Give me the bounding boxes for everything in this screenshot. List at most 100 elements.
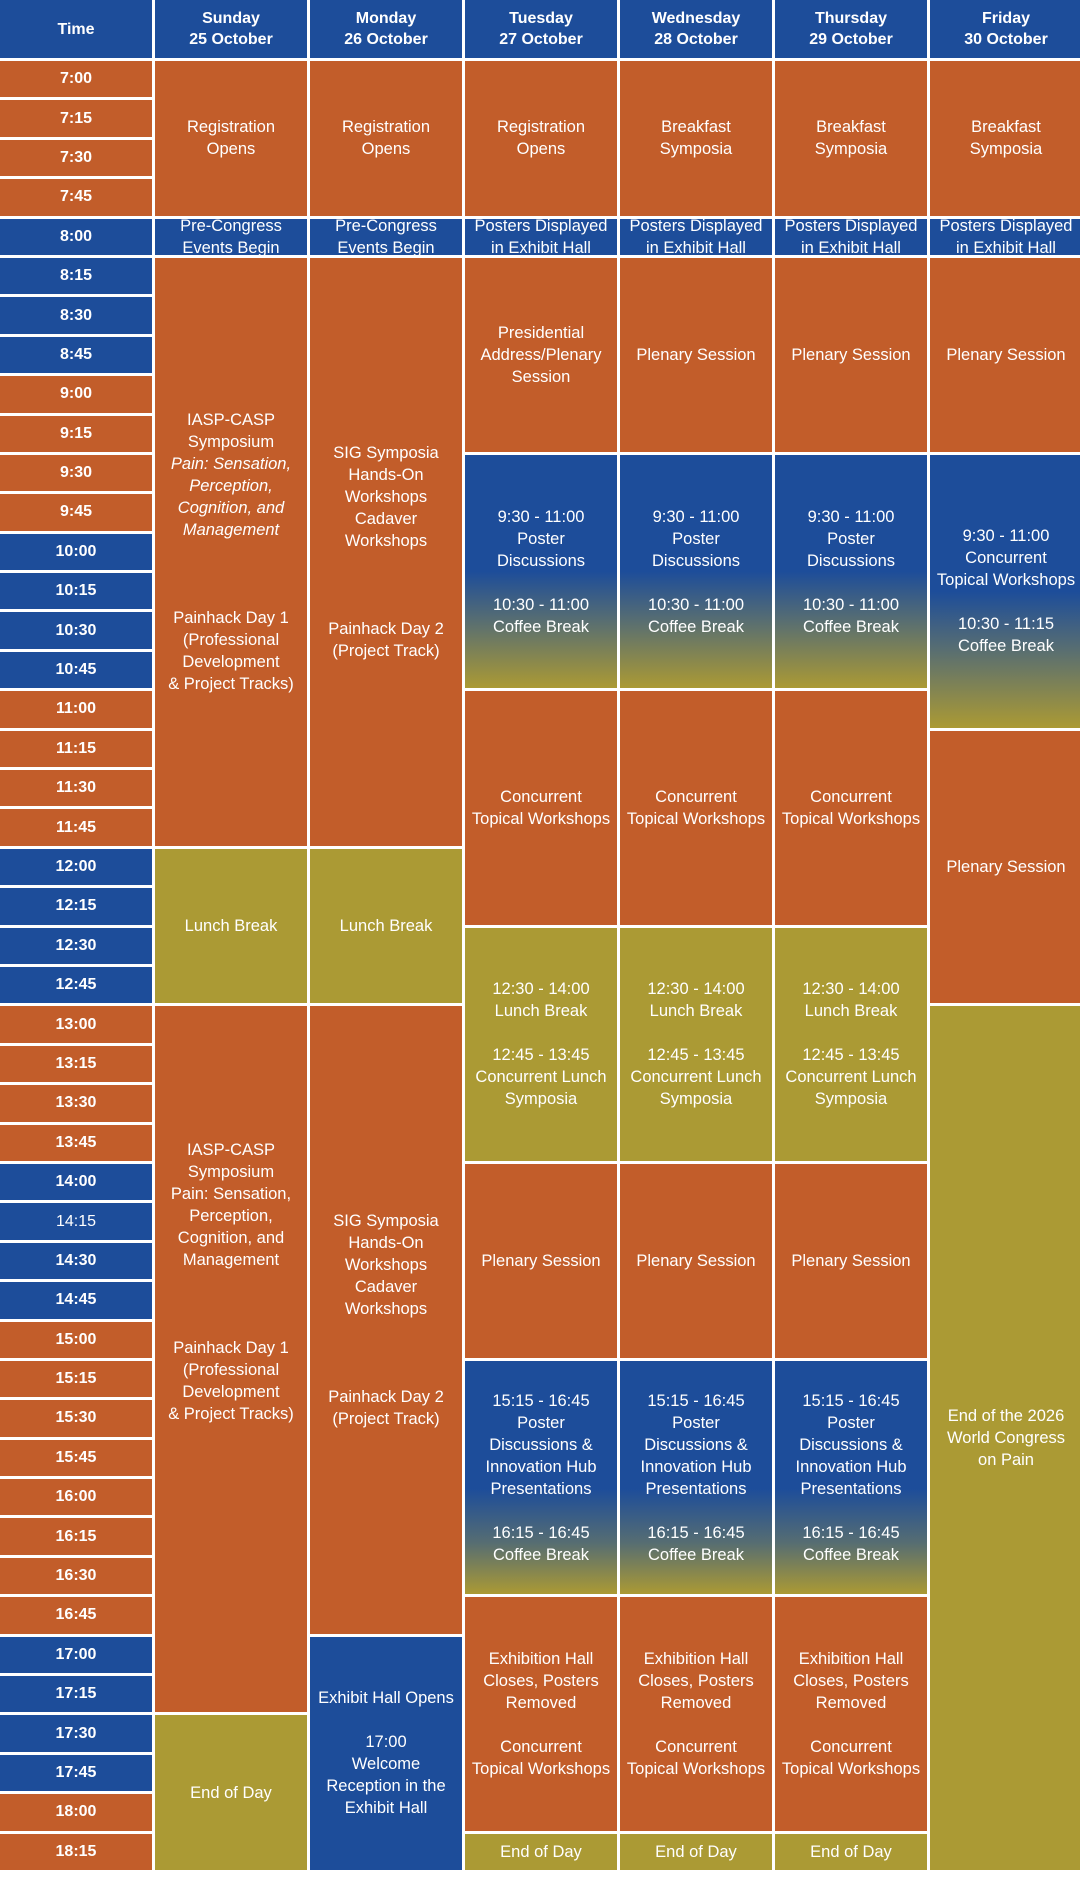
day-header-monday: Monday 26 October [310,0,462,58]
time-slot: 16:15 [0,1518,152,1555]
event-posters-displayed: Posters Displayed in Exhibit Hall [465,217,617,257]
event-lunch-break: 12:30 - 14:00 Lunch Break 12:45 - 13:45 … [775,927,927,1161]
coffee-break-label: 10:30 - 11:00 Coffee Break [802,595,900,636]
day-name: Friday [981,10,1030,27]
time-slot: 9:30 [0,454,152,492]
painhack-label: Painhack Day 2 (Project Track) [328,1388,444,1428]
event-plenary-session: Plenary Session [465,1163,617,1358]
event-breakfast-symposia: Breakfast Symposia [930,61,1080,216]
event-posters-displayed: Posters Displayed in Exhibit Hall [620,217,772,257]
time-slot: 7:15 [0,100,152,137]
event-lunch-break: Lunch Break [155,848,307,1004]
time-slot: 13:15 [0,1045,152,1083]
event-plenary-session: Plenary Session [775,1163,927,1358]
symposium-subtitle: Pain: Sensation, Perception, Cognition, … [170,454,292,539]
time-slot: 18:00 [0,1794,152,1831]
day-date: 26 October [344,31,428,48]
time-slot: 7:30 [0,139,152,177]
event-concurrent-workshops: Concurrent Topical Workshops [465,691,617,925]
time-slot: 8:30 [0,297,152,334]
time-slot: 13:30 [0,1085,152,1122]
poster-innovation-label: 15:15 - 16:45 Poster Discussions & Innov… [485,1391,597,1498]
event-poster-discussions: 9:30 - 11:00 Poster Discussions 10:30 - … [775,454,927,689]
time-slot: 12:30 [0,927,152,964]
time-slot: 10:00 [0,533,152,571]
exhibition-closes-label: Exhibition Hall Closes, Posters Removed [793,1649,909,1712]
poster-discussions-label: 9:30 - 11:00 Poster Discussions [806,507,896,570]
workshops-label: 9:30 - 11:00 Concurrent Topical Workshop… [936,527,1076,590]
time-slot: 11:00 [0,691,152,728]
sig-label: SIG Symposia Hands-On Workshops Cadaver … [333,443,439,550]
lunch-label: 12:30 - 14:00 Lunch Break [492,980,590,1021]
time-slot: 16:30 [0,1557,152,1595]
time-slot: 13:45 [0,1124,152,1161]
event-registration: Registration Opens [155,61,307,216]
coffee-break-label: 10:30 - 11:15 Coffee Break [957,615,1055,656]
event-plenary-session: Plenary Session [620,257,772,452]
welcome-reception-label: 17:00 Welcome Reception in the Exhibit H… [326,1733,446,1818]
time-slot: 7:45 [0,179,152,216]
event-exhibit-hall-opens: Exhibit Hall Opens 17:00 Welcome Recepti… [310,1636,462,1870]
event-breakfast-symposia: Breakfast Symposia [775,61,927,216]
time-slot: 15:45 [0,1439,152,1477]
time-slot: 8:15 [0,257,152,295]
time-slot: 17:30 [0,1715,152,1752]
time-slot: 8:45 [0,336,152,374]
day-name: Monday [355,10,417,27]
event-presidential-address: Presidential Address/Plenary Session [465,257,617,452]
lunch-symposia-label: 12:45 - 13:45 Concurrent Lunch Symposia [475,1046,607,1109]
day-date: 28 October [654,31,738,48]
time-slot: 7:00 [0,61,152,98]
event-iasp-casp-symposium-am: IASP-CASP Symposium Pain: Sensation, Per… [155,257,307,846]
coffee-break-label: 16:15 - 16:45 Coffee Break [802,1523,900,1564]
coffee-break-label: 10:30 - 11:00 Coffee Break [647,595,745,636]
event-end-of-day: End of Day [775,1833,927,1870]
day-date: 25 October [189,31,273,48]
event-plenary-session: Plenary Session [930,730,1080,1004]
event-plenary-session: Plenary Session [930,257,1080,452]
time-slot: 15:00 [0,1321,152,1358]
time-slot: 12:15 [0,888,152,925]
time-slot: 17:45 [0,1754,152,1792]
exhibition-closes-label: Exhibition Hall Closes, Posters Removed [483,1649,599,1712]
time-slot: 14:15 [0,1203,152,1240]
time-slot: 9:00 [0,376,152,413]
time-slot: 8:00 [0,218,152,255]
painhack-label: Painhack Day 1 (Professional Development… [168,608,294,693]
event-end-of-day: End of Day [465,1833,617,1870]
day-header-friday: Friday 30 October [930,0,1080,58]
lunch-symposia-label: 12:45 - 13:45 Concurrent Lunch Symposia [630,1046,762,1109]
event-poster-innovation-hub: 15:15 - 16:45 Poster Discussions & Innov… [620,1360,772,1595]
event-concurrent-workshops: 9:30 - 11:00 Concurrent Topical Workshop… [930,454,1080,728]
time-slot: 10:30 [0,612,152,649]
event-lunch-break: 12:30 - 14:00 Lunch Break 12:45 - 13:45 … [620,927,772,1161]
poster-discussions-label: 9:30 - 11:00 Poster Discussions [651,507,741,570]
painhack-label: Painhack Day 2 (Project Track) [328,619,444,660]
day-header-wednesday: Wednesday 28 October [620,0,772,58]
time-slot: 13:00 [0,1006,152,1043]
event-plenary-session: Plenary Session [620,1163,772,1358]
time-slot: 15:30 [0,1400,152,1437]
day-date: 29 October [809,31,893,48]
time-slot: 12:00 [0,848,152,886]
time-slot: 16:00 [0,1479,152,1516]
day-name: Sunday [202,10,260,27]
exhibition-closes-label: Exhibition Hall Closes, Posters Removed [638,1649,754,1712]
time-slot: 14:00 [0,1163,152,1201]
time-slot: 11:15 [0,730,152,768]
event-end-of-congress: End of the 2026 World Congress on Pain [930,1006,1080,1870]
time-slot: 17:00 [0,1636,152,1674]
poster-innovation-label: 15:15 - 16:45 Poster Discussions & Innov… [795,1391,907,1498]
coffee-break-label: 16:15 - 16:45 Coffee Break [492,1523,590,1564]
event-sig-symposia-pm: SIG Symposia Hands-On Workshops Cadaver … [310,1006,462,1634]
lunch-label: 12:30 - 14:00 Lunch Break [802,980,900,1021]
event-concurrent-workshops: Concurrent Topical Workshops [620,691,772,925]
day-name: Tuesday [509,10,573,27]
event-posters-displayed: Posters Displayed in Exhibit Hall [930,217,1080,257]
event-pre-congress: Pre-Congress Events Begin [310,217,462,257]
event-posters-displayed: Posters Displayed in Exhibit Hall [775,217,927,257]
coffee-break-label: 16:15 - 16:45 Coffee Break [647,1523,745,1564]
event-registration: Registration Opens [310,61,462,216]
day-date: 27 October [499,31,583,48]
